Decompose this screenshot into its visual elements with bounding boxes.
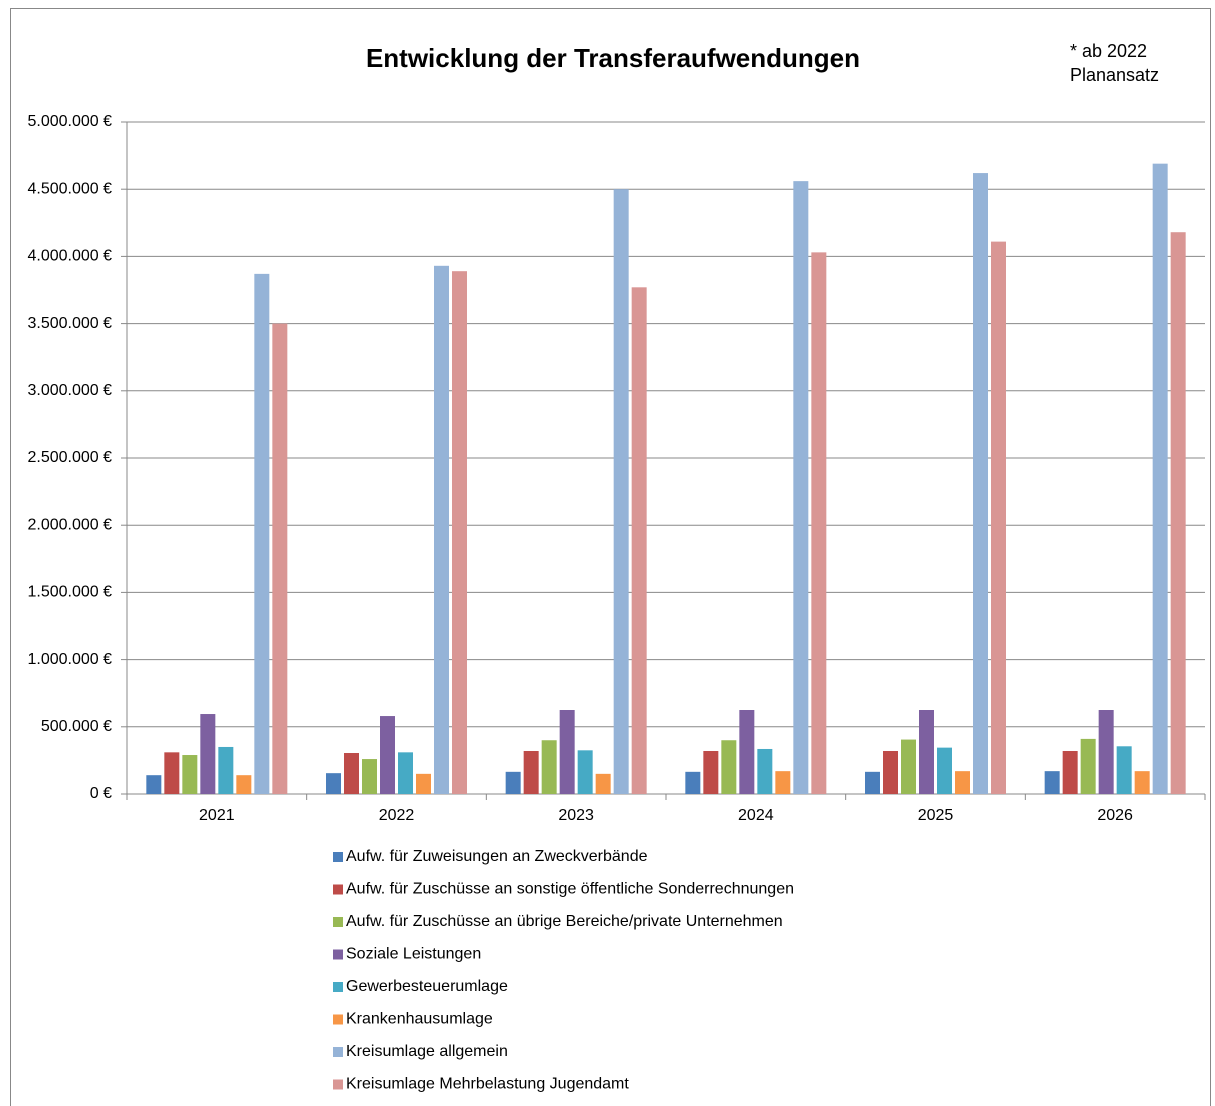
bar	[1170, 232, 1186, 794]
bar	[721, 740, 737, 794]
bar	[182, 755, 198, 794]
bar	[541, 740, 557, 794]
bar	[254, 273, 270, 794]
legend-swatch	[333, 884, 343, 895]
bar	[272, 323, 288, 794]
chart-title: Entwicklung der Transferaufwendungen	[366, 43, 860, 73]
bar	[793, 181, 809, 795]
legend-label: Kreisumlage allgemein	[346, 1043, 508, 1060]
y-tick-label: 500.000 €	[41, 718, 112, 735]
legend-swatch	[333, 1079, 343, 1090]
bar	[775, 771, 791, 794]
y-tick-label: 3.500.000 €	[27, 315, 112, 332]
legend-label: Krankenhausumlage	[346, 1011, 493, 1028]
bar	[200, 714, 216, 794]
bar	[1098, 710, 1114, 794]
bar	[434, 265, 449, 795]
bar	[146, 775, 162, 794]
bar	[164, 752, 180, 794]
y-tick-label: 5.000.000 €	[27, 113, 112, 130]
bar	[865, 771, 880, 794]
y-tick-label: 2.000.000 €	[27, 516, 112, 533]
legend-label: Kreisumlage Mehrbelastung Jugendamt	[346, 1076, 629, 1093]
x-tick-label: 2022	[379, 807, 415, 824]
bar	[595, 773, 611, 794]
y-tick-label: 4.500.000 €	[27, 180, 112, 197]
bar	[326, 773, 341, 794]
legend-label: Soziale Leistungen	[346, 946, 481, 963]
legend-swatch	[333, 949, 343, 960]
legend-swatch	[333, 1047, 343, 1057]
y-tick-label: 3.000.000 €	[27, 382, 112, 399]
legend-swatch	[333, 917, 343, 927]
chart-border	[10, 8, 1211, 1106]
bar	[452, 271, 467, 795]
bar	[703, 750, 719, 794]
bar	[1044, 771, 1060, 794]
bar	[344, 753, 359, 794]
bar	[380, 716, 395, 794]
legend-swatch	[333, 1014, 343, 1025]
legend-label: Aufw. für Zuschüsse an übrige Bereiche/p…	[346, 913, 783, 930]
bar	[362, 759, 377, 794]
bar	[1116, 746, 1132, 794]
bar	[218, 746, 234, 794]
bar	[1152, 163, 1168, 794]
legend-label: Gewerbesteuerumlage	[346, 978, 508, 995]
y-tick-label: 0 €	[90, 785, 112, 802]
legend-swatch	[333, 852, 343, 862]
x-tick-label: 2026	[1097, 807, 1133, 824]
bar	[991, 241, 1006, 795]
y-tick-label: 4.000.000 €	[27, 248, 112, 265]
bar	[1134, 771, 1150, 794]
legend-swatch	[333, 982, 343, 992]
bar	[416, 773, 431, 794]
bar	[937, 747, 952, 794]
bar	[955, 771, 970, 794]
bar	[1080, 738, 1096, 794]
bar	[236, 775, 252, 794]
bar	[685, 771, 701, 794]
bar	[811, 252, 827, 795]
bar	[398, 752, 413, 794]
bar	[613, 189, 629, 794]
x-tick-label: 2023	[558, 807, 594, 824]
annotation: * ab 2022	[1070, 41, 1147, 61]
y-tick-label: 1.000.000 €	[27, 651, 112, 668]
x-tick-label: 2021	[199, 807, 235, 824]
bar	[739, 710, 755, 794]
bar	[973, 173, 988, 794]
bar	[901, 739, 916, 794]
bar	[883, 750, 898, 794]
bar	[919, 710, 934, 794]
annotation: Planansatz	[1070, 65, 1159, 85]
bar	[577, 750, 593, 794]
bar	[1062, 750, 1078, 794]
legend-label: Aufw. für Zuschüsse an sonstige öffentli…	[346, 881, 794, 898]
bar	[631, 287, 647, 794]
y-tick-label: 2.500.000 €	[27, 449, 112, 466]
bar	[523, 750, 539, 794]
bar	[505, 771, 521, 794]
y-tick-label: 1.500.000 €	[27, 584, 112, 601]
x-tick-label: 2024	[738, 807, 774, 824]
legend-label: Aufw. für Zuweisungen an Zweckverbände	[346, 848, 648, 865]
bar	[559, 710, 575, 794]
bar	[757, 748, 773, 794]
x-tick-label: 2025	[918, 807, 954, 824]
